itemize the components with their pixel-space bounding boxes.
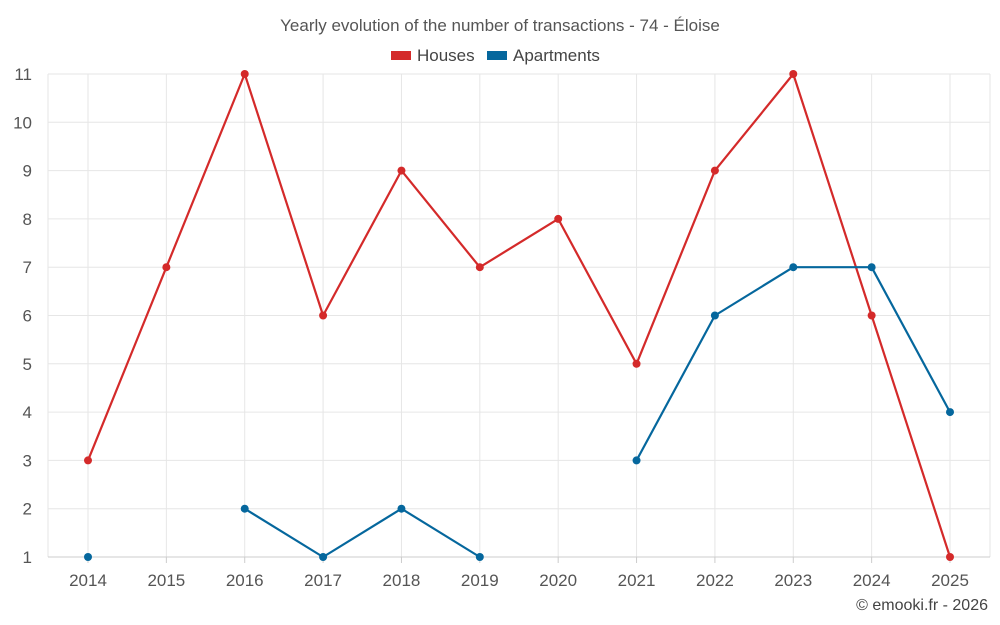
x-tick-label: 2017 xyxy=(304,571,342,590)
data-point-houses[interactable] xyxy=(84,456,92,465)
y-tick-label: 1 xyxy=(23,548,32,567)
credit-text: © emooki.fr - 2026 xyxy=(856,597,988,614)
series-apartments xyxy=(84,263,954,561)
y-tick-label: 4 xyxy=(23,403,32,422)
x-tick-label: 2015 xyxy=(147,571,185,590)
data-point-apartments[interactable] xyxy=(475,553,484,561)
data-point-apartments[interactable] xyxy=(319,553,328,561)
chart-title: Yearly evolution of the number of transa… xyxy=(280,16,720,35)
y-tick-label: 7 xyxy=(23,258,32,277)
data-point-houses[interactable] xyxy=(554,214,563,223)
y-tick-label: 3 xyxy=(23,451,32,470)
y-tick-label: 9 xyxy=(23,162,32,181)
legend-swatch-apartments xyxy=(487,51,507,60)
legend-label-houses: Houses xyxy=(417,46,475,65)
data-point-houses[interactable] xyxy=(319,311,328,320)
x-tick-label: 2021 xyxy=(618,571,656,590)
data-point-apartments[interactable] xyxy=(946,408,954,417)
y-tick-label: 11 xyxy=(14,65,32,84)
x-tick-label: 2020 xyxy=(539,571,577,590)
legend-item-houses[interactable]: Houses xyxy=(391,46,475,65)
data-point-houses[interactable] xyxy=(162,263,171,272)
y-tick-label: 5 xyxy=(23,355,32,374)
data-point-houses[interactable] xyxy=(789,70,798,78)
x-tick-label: 2023 xyxy=(774,571,812,590)
series-line-houses xyxy=(86,72,952,558)
data-point-apartments[interactable] xyxy=(632,456,641,465)
data-point-apartments[interactable] xyxy=(789,263,798,272)
legend[interactable]: Houses Apartments xyxy=(391,46,600,65)
x-tick-label: 2016 xyxy=(226,571,264,590)
data-point-houses[interactable] xyxy=(240,70,249,78)
series-line-apartments xyxy=(244,507,481,559)
legend-label-apartments: Apartments xyxy=(513,46,600,65)
data-point-houses[interactable] xyxy=(946,553,954,561)
y-axis: 1 2 3 4 5 6 7 8 9 10 11 xyxy=(13,65,32,567)
x-tick-label: 2014 xyxy=(69,571,107,590)
x-tick-label: 2019 xyxy=(461,571,499,590)
x-tick-label: 2022 xyxy=(696,571,734,590)
y-tick-label: 2 xyxy=(23,500,32,519)
data-point-apartments[interactable] xyxy=(710,311,719,320)
x-tick-label: 2018 xyxy=(383,571,421,590)
legend-item-apartments[interactable]: Apartments xyxy=(487,46,600,65)
x-axis: 2014 2015 2016 2017 2018 2019 2020 2021 2022 2023… xyxy=(69,557,969,590)
data-point-houses[interactable] xyxy=(397,166,406,175)
data-point-houses[interactable] xyxy=(867,311,876,320)
legend-swatch-houses xyxy=(391,51,411,60)
y-tick-label: 8 xyxy=(23,210,32,229)
data-point-apartments[interactable] xyxy=(240,504,249,513)
data-point-apartments[interactable] xyxy=(84,553,92,561)
series-houses xyxy=(84,70,954,561)
grid xyxy=(47,73,991,558)
y-tick-label: 10 xyxy=(13,113,32,132)
y-tick-label: 6 xyxy=(23,307,32,326)
series-layer xyxy=(84,70,954,561)
data-point-houses[interactable] xyxy=(710,166,719,175)
x-tick-label: 2024 xyxy=(853,571,891,590)
data-point-apartments[interactable] xyxy=(397,504,406,513)
data-point-apartments[interactable] xyxy=(867,263,876,272)
data-point-houses[interactable] xyxy=(632,359,641,368)
x-tick-label: 2025 xyxy=(931,571,969,590)
data-point-houses[interactable] xyxy=(475,263,484,272)
